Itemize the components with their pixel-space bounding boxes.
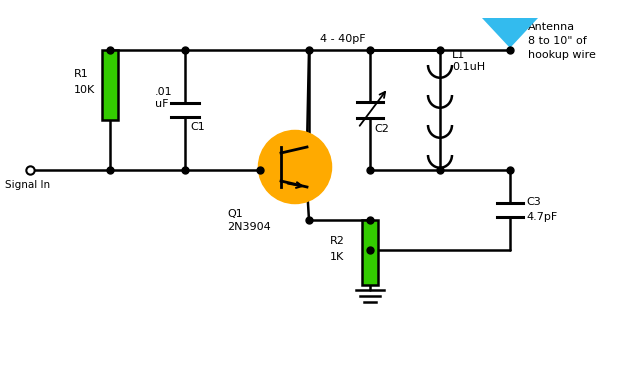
Circle shape	[259, 131, 331, 203]
Text: uF: uF	[155, 99, 168, 109]
Text: R1: R1	[74, 69, 89, 79]
Text: C3: C3	[526, 197, 541, 207]
Text: Antenna: Antenna	[528, 22, 575, 32]
Text: 8 to 10" of: 8 to 10" of	[528, 36, 587, 46]
Text: C2: C2	[374, 124, 389, 134]
Text: hookup wire: hookup wire	[528, 50, 596, 60]
Bar	[362, 220, 378, 285]
Text: Q1: Q1	[227, 209, 243, 219]
Text: C1: C1	[190, 122, 205, 132]
Polygon shape	[482, 18, 538, 48]
Text: 10K: 10K	[74, 85, 95, 95]
Text: 1K: 1K	[330, 252, 344, 263]
Text: 0.1uH: 0.1uH	[452, 62, 485, 72]
Text: 4 - 40pF: 4 - 40pF	[320, 34, 365, 44]
Text: Signal In: Signal In	[6, 180, 50, 190]
Text: R2: R2	[330, 236, 345, 247]
Text: 2N3904: 2N3904	[227, 222, 271, 232]
Bar	[102, 50, 118, 120]
Text: L1: L1	[452, 50, 465, 60]
Text: 4.7pF: 4.7pF	[526, 212, 558, 222]
Text: .01: .01	[155, 87, 173, 97]
